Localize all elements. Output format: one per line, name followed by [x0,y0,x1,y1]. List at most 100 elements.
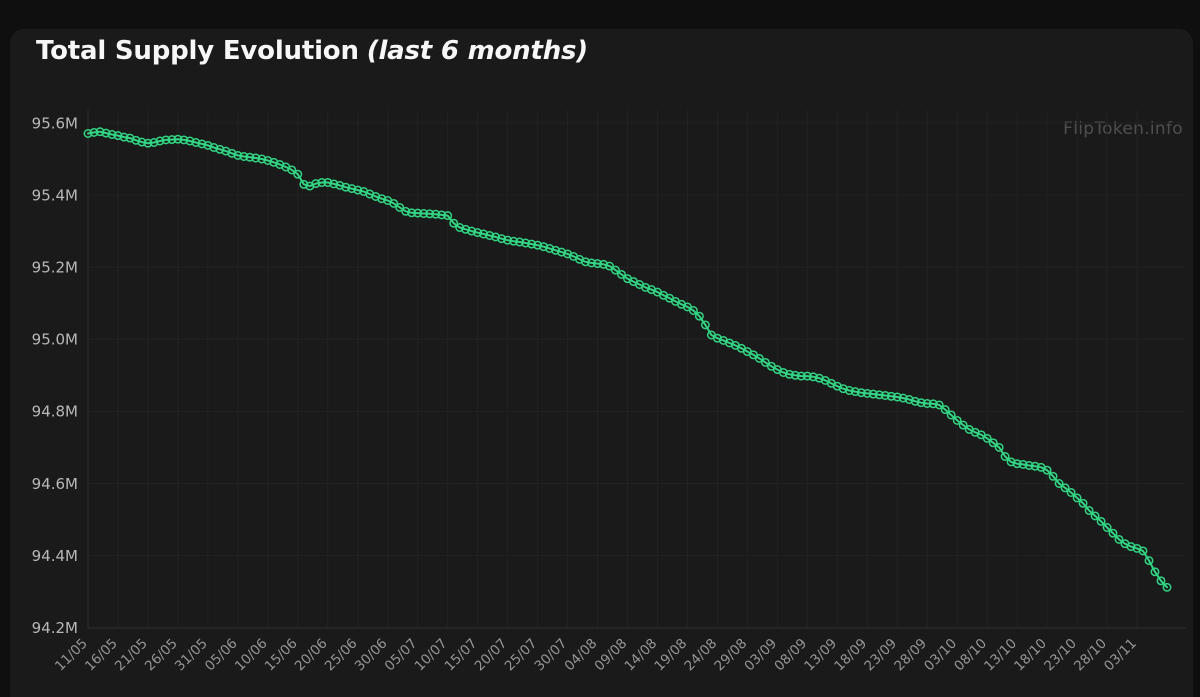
data-point-marker [245,152,255,162]
data-point-marker [778,368,788,377]
data-point-marker [1108,528,1118,538]
data-point-marker [1084,506,1094,515]
chart-title-suffix: (last 6 months) [366,36,588,66]
data-point-marker [928,399,938,409]
x-tick-label: 20/06 [292,636,331,675]
data-point-marker [700,320,710,330]
x-tick-label: 28/10 [1071,636,1110,675]
data-point-marker [389,198,399,208]
data-point-marker [251,153,261,163]
data-point-marker [377,194,387,204]
x-tick-label: 03/10 [921,636,960,675]
data-point-marker [808,372,818,382]
x-tick-label: 30/07 [532,636,571,675]
data-point-marker [341,182,351,192]
y-tick-label: 95.4M [32,186,78,204]
chart-title: Total Supply Evolution (last 6 months) [36,36,588,66]
data-point-marker [257,154,267,164]
data-point-marker [862,388,872,398]
x-tick-label: 03/11 [1101,636,1140,675]
y-tick-label: 95.6M [32,114,78,132]
data-point-marker [784,369,794,379]
data-point-marker [497,234,507,244]
data-point-marker [796,371,806,381]
x-tick-label: 11/05 [52,636,91,675]
data-point-marker [299,179,309,189]
data-point-marker [473,228,483,238]
data-point-marker [1060,483,1070,493]
data-point-marker [1090,511,1100,521]
data-point-marker [395,202,405,212]
data-point-marker [838,384,848,394]
x-tick-label: 05/06 [202,636,241,675]
x-tick-label: 24/08 [681,636,720,675]
x-tick-label: 08/10 [951,636,990,675]
data-point-marker [407,208,417,218]
data-point-marker [491,232,501,242]
data-point-marker [215,144,225,154]
data-point-marker [1072,493,1082,503]
y-tick-label: 94.4M [32,547,78,565]
data-point-marker [946,410,956,420]
data-point-marker [551,245,561,255]
data-point-marker [1018,459,1028,469]
x-tick-label: 31/05 [172,636,211,675]
data-point-marker [802,371,812,381]
data-point-marker [545,244,555,253]
data-point-marker [521,238,531,248]
data-point-marker [1000,452,1010,461]
data-point-marker [227,148,237,158]
data-point-marker [83,129,93,138]
data-point-marker [149,138,159,147]
x-tick-label: 15/06 [262,636,301,675]
data-point-marker [527,239,537,249]
data-point-marker [868,389,878,399]
data-point-marker [1042,465,1052,475]
y-tick-label: 94.6M [32,475,78,493]
data-point-marker [856,388,866,398]
x-tick-label: 20/07 [472,636,511,675]
data-point-marker [1078,498,1088,508]
x-tick-label: 08/09 [771,636,810,675]
x-tick-label: 03/09 [741,636,780,675]
data-point-marker [437,210,447,220]
data-point-marker [599,259,608,269]
data-point-marker [479,229,489,239]
data-point-marker [287,165,297,175]
x-tick-label: 26/05 [142,636,181,675]
data-point-marker [347,184,357,194]
data-point-marker [1162,582,1172,592]
data-point-marker [557,247,567,257]
x-tick-label: 16/05 [82,636,121,675]
data-point-marker [916,398,926,408]
data-point-marker [263,156,273,165]
data-point-marker [958,420,968,430]
x-tick-label: 15/07 [442,636,481,675]
data-point-marker [688,306,698,315]
data-point-marker [191,138,201,147]
data-point-marker [1024,461,1034,470]
data-point-marker [994,442,1004,452]
data-point-marker [880,391,890,400]
data-point-marker [119,132,129,142]
x-tick-label: 25/07 [502,636,541,675]
x-tick-label: 18/10 [1011,636,1050,675]
watermark-text: FlipToken.info [1063,119,1183,139]
data-point-marker [892,392,902,402]
data-point-marker [89,127,99,137]
x-tick-label: 10/06 [232,636,271,675]
data-point-marker [904,395,914,404]
y-tick-label: 95.2M [32,258,78,276]
y-tick-label: 95.0M [32,331,78,349]
x-tick-label: 25/06 [322,636,361,675]
data-point-marker [197,139,207,149]
data-point-marker [533,240,543,250]
data-point-marker [1102,523,1112,532]
data-point-marker [850,387,860,397]
data-point-marker [131,135,141,145]
data-point-marker [155,136,165,146]
x-tick-label: 13/10 [981,636,1020,675]
data-point-marker [898,393,908,403]
